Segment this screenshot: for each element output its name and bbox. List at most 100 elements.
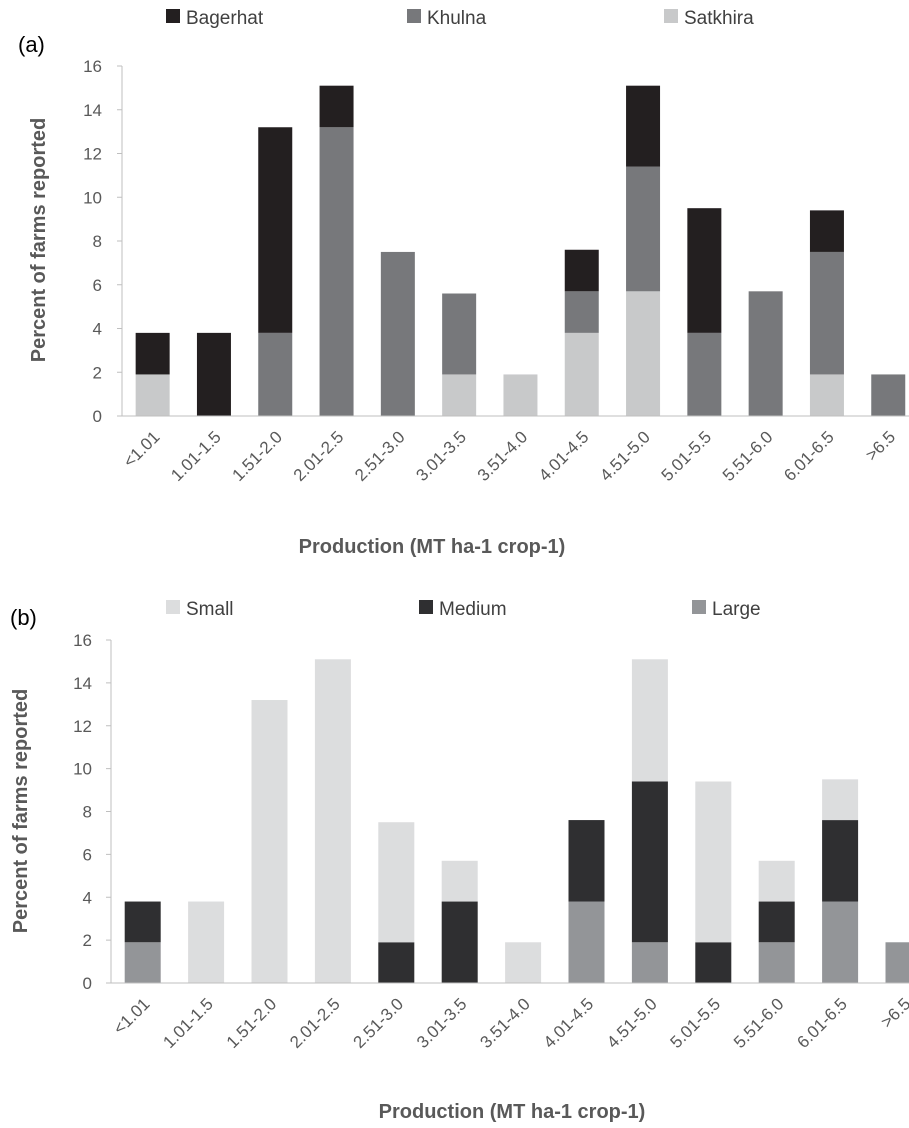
x-tick-label: 5.01-5.5 bbox=[667, 994, 725, 1052]
panel-label: (b) bbox=[10, 605, 37, 630]
bar-medium-5-01-5-5 bbox=[695, 942, 732, 983]
bar-satkhira-4-01-4-5 bbox=[564, 332, 599, 416]
y-tick-label: 16 bbox=[83, 57, 102, 76]
y-tick-label: 16 bbox=[73, 631, 92, 650]
x-tick-label: 5.51-6.0 bbox=[730, 994, 788, 1052]
x-axis: <1.01 1.01-1.5 1.51-2.0 2.01-2.5 2.51-3.0 3.0… bbox=[110, 982, 909, 1052]
bar-khulna-2-51-3-0 bbox=[380, 251, 415, 416]
y-tick-label: 10 bbox=[73, 760, 92, 779]
bar-small-4-51-5-0 bbox=[631, 659, 668, 782]
bar-bagerhat-4-01-4-5 bbox=[564, 249, 599, 292]
panel-label: (a) bbox=[18, 32, 45, 57]
bar-bagerhat-4-51-5-0 bbox=[626, 85, 661, 167]
bar-small-1-01-1-5 bbox=[188, 901, 225, 983]
bar-bagerhat-1-01 bbox=[135, 332, 170, 375]
bar-khulna-1-51-2-0 bbox=[258, 332, 293, 416]
legend-label-khulna: Khulna bbox=[427, 8, 487, 29]
bar-medium-2-51-3-0 bbox=[378, 942, 415, 983]
y-tick-label: 14 bbox=[73, 674, 92, 693]
bar-satkhira-4-51-5-0 bbox=[626, 291, 661, 416]
bar-bagerhat-5-01-5-5 bbox=[687, 208, 722, 333]
x-tick-label: 3.01-3.5 bbox=[413, 994, 471, 1052]
bar-medium-3-01-3-5 bbox=[441, 901, 478, 983]
legend-label-large: Large bbox=[712, 599, 761, 620]
bar-satkhira-6-01-6-5 bbox=[809, 374, 844, 416]
y-tick-label: 2 bbox=[83, 931, 92, 950]
x-tick-label: 1.01-1.5 bbox=[167, 427, 225, 485]
x-tick-label: <1.01 bbox=[120, 427, 164, 471]
bar-bagerhat-1-51-2-0 bbox=[258, 127, 293, 333]
y-axis-title: Percent of farms reported bbox=[28, 118, 50, 363]
bar-khulna-4-01-4-5 bbox=[564, 291, 599, 333]
bar-medium-1-01 bbox=[124, 901, 161, 943]
bar-bagerhat-1-01-1-5 bbox=[196, 332, 231, 416]
chart-panel-a: (a) Bagerhat Khulna Satkhira Percent of … bbox=[18, 8, 909, 558]
y-tick-label: 8 bbox=[83, 803, 92, 822]
bar-khulna-3-01-3-5 bbox=[442, 293, 477, 375]
bar-satkhira-3-01-3-5 bbox=[442, 374, 477, 416]
y-tick-label: 2 bbox=[93, 363, 102, 382]
bars bbox=[124, 659, 909, 983]
y-tick-label: 10 bbox=[83, 188, 102, 207]
x-tick-label: 4.01-4.5 bbox=[535, 427, 593, 485]
y-tick-label: 4 bbox=[83, 888, 92, 907]
x-tick-label: 2.51-3.0 bbox=[351, 427, 409, 485]
x-tick-label: 4.51-5.0 bbox=[603, 994, 661, 1052]
x-tick-label: 4.51-5.0 bbox=[596, 427, 654, 485]
y-tick-label: 12 bbox=[73, 717, 92, 736]
y-tick-label: 12 bbox=[83, 145, 102, 164]
x-tick-label: 5.01-5.5 bbox=[658, 427, 716, 485]
bar-khulna-6-01-6-5 bbox=[809, 251, 844, 375]
x-tick-label: 2.01-2.5 bbox=[286, 994, 344, 1052]
legend-swatch-small bbox=[166, 600, 180, 614]
y-tick-label: 4 bbox=[93, 320, 102, 339]
bar-bagerhat-2-01-2-5 bbox=[319, 85, 354, 128]
legend-swatch-bagerhat bbox=[166, 9, 180, 23]
bar-large-1-01 bbox=[124, 942, 161, 983]
y-axis-title: Percent of farms reported bbox=[10, 689, 32, 934]
x-tick-label: <1.01 bbox=[110, 994, 154, 1038]
bars bbox=[135, 85, 906, 416]
x-tick-label: 6.01-6.5 bbox=[793, 994, 851, 1052]
x-tick-label: 6.01-6.5 bbox=[780, 427, 838, 485]
y-tick-label: 0 bbox=[83, 974, 92, 993]
chart-panel-b: (b) Small Medium Large Percent of farms … bbox=[10, 599, 909, 1123]
y-tick-label: 14 bbox=[83, 101, 102, 120]
bar-small-5-01-5-5 bbox=[695, 781, 732, 943]
y-tick-label: 6 bbox=[93, 276, 102, 295]
legend: Bagerhat Khulna Satkhira bbox=[166, 8, 754, 29]
bar-khulna-5-51-6-0 bbox=[748, 291, 783, 416]
bar-small-2-01-2-5 bbox=[314, 659, 351, 983]
bar-khulna-4-51-5-0 bbox=[626, 166, 661, 292]
bar-small-5-51-6-0 bbox=[758, 860, 795, 902]
bar-medium-5-51-6-0 bbox=[758, 901, 795, 943]
bar-small-3-01-3-5 bbox=[441, 860, 478, 902]
x-tick-label: >6.5 bbox=[862, 427, 899, 464]
bar-small-1-51-2-0 bbox=[251, 700, 288, 983]
bar-khulna-5-01-5-5 bbox=[687, 332, 722, 416]
bar-satkhira-3-51-4-0 bbox=[503, 374, 538, 416]
x-tick-label: 5.51-6.0 bbox=[719, 427, 777, 485]
bar-large-4-01-4-5 bbox=[568, 901, 605, 983]
bar-bagerhat-6-01-6-5 bbox=[809, 210, 844, 252]
bar-satkhira-1-01 bbox=[135, 374, 170, 416]
legend-label-medium: Medium bbox=[439, 599, 507, 620]
bar-khulna-2-01-2-5 bbox=[319, 127, 354, 416]
x-tick-label: 3.51-4.0 bbox=[476, 994, 534, 1052]
bar-large-6-5 bbox=[885, 942, 909, 983]
x-tick-label: 3.01-3.5 bbox=[412, 427, 470, 485]
bar-small-3-51-4-0 bbox=[505, 942, 542, 983]
bar-small-2-51-3-0 bbox=[378, 822, 415, 943]
bar-small-6-01-6-5 bbox=[822, 779, 859, 821]
bar-large-4-51-5-0 bbox=[631, 942, 668, 983]
legend-swatch-medium bbox=[419, 600, 433, 614]
y-tick-label: 0 bbox=[93, 407, 102, 426]
legend: Small Medium Large bbox=[166, 599, 761, 620]
legend-label-satkhira: Satkhira bbox=[684, 8, 754, 29]
legend-swatch-khulna bbox=[407, 9, 421, 23]
bar-medium-4-51-5-0 bbox=[631, 781, 668, 943]
bar-khulna-6-5 bbox=[871, 374, 906, 416]
y-tick-label: 6 bbox=[83, 845, 92, 864]
bar-large-6-01-6-5 bbox=[822, 901, 859, 983]
y-axis: 0 2 4 6 8 10 12 14 16 bbox=[83, 57, 123, 426]
